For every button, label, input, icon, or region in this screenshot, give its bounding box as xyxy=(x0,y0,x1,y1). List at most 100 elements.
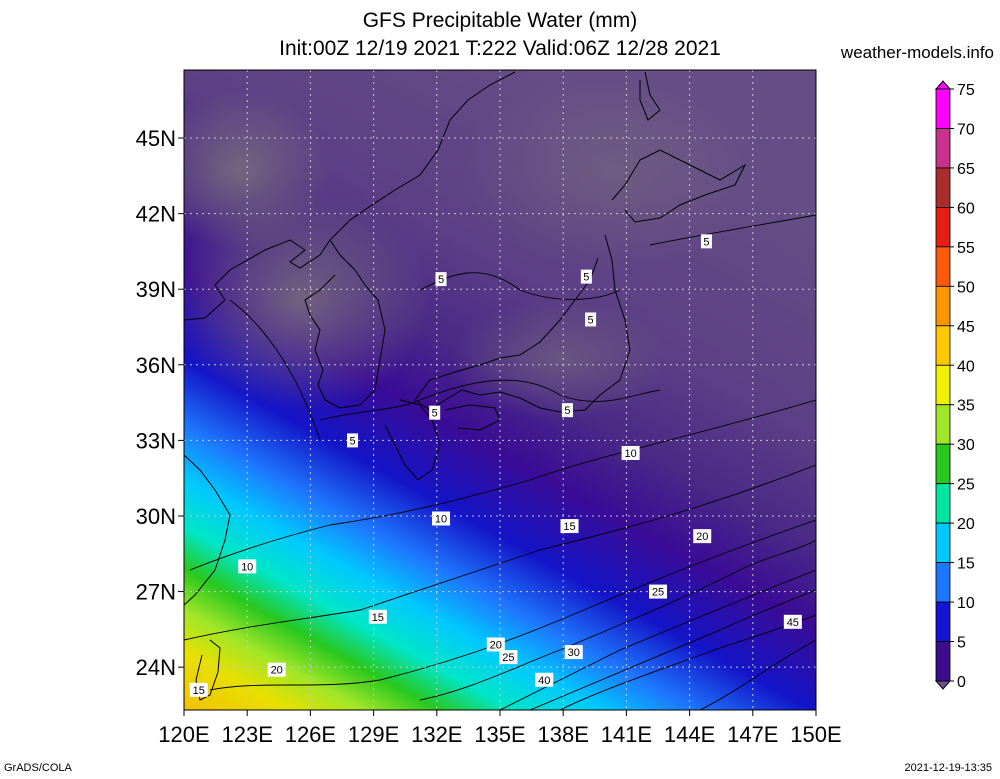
contour-25 xyxy=(419,539,816,701)
colorbar-swatch xyxy=(935,522,951,564)
colorbar-label: 0 xyxy=(957,674,966,691)
contour-label-box xyxy=(783,614,802,629)
contour-5 xyxy=(649,214,816,246)
colorbar-swatch xyxy=(935,325,951,366)
lat-label-group: 45N 42N 39N 36N 33N 30N 27N 24N xyxy=(136,126,184,680)
contour-label: 30 xyxy=(568,647,580,659)
contour-label: 5 xyxy=(583,272,589,284)
lon-label: 132E xyxy=(411,722,462,747)
contour-label: 20 xyxy=(490,639,502,651)
contour-label-box xyxy=(267,662,286,677)
gridlines xyxy=(184,70,816,710)
contour-15 xyxy=(184,464,816,641)
lat-label: 42N xyxy=(136,202,176,227)
contour-label-box xyxy=(580,269,592,284)
contour-label: 25 xyxy=(502,652,514,664)
contour-label: 5 xyxy=(588,314,594,326)
contour-label-box xyxy=(700,234,712,249)
colorbar-top-arrow xyxy=(934,80,952,90)
contour-label: 20 xyxy=(271,665,283,677)
contour-label-box xyxy=(368,609,387,624)
colorbar-label: 75 xyxy=(957,82,975,99)
site-credit: weather-models.info xyxy=(840,43,994,62)
colorbar-label: 50 xyxy=(957,279,975,296)
contour-label: 5 xyxy=(349,435,355,447)
contour-label-box xyxy=(499,650,518,665)
colorbar-label: 40 xyxy=(957,358,975,375)
lon-label: 150E xyxy=(790,722,841,747)
colorbar-label: 15 xyxy=(957,556,975,573)
contour-label-box xyxy=(435,272,447,287)
lat-label: 39N xyxy=(136,277,176,302)
colorbar-label: 25 xyxy=(957,477,975,494)
contour-label-box xyxy=(560,519,579,534)
dry-patch xyxy=(184,90,330,250)
contour-label: 40 xyxy=(538,675,550,687)
colorbar-label: 45 xyxy=(957,319,975,336)
dry-patch xyxy=(450,300,670,420)
lon-label-group: 120E 123E 126E 129E 132E 135E 138E 141E 144E 147E… xyxy=(158,710,842,747)
contour-label: 25 xyxy=(652,587,664,599)
colorbar-swatch xyxy=(935,562,951,603)
contour-label-box xyxy=(432,511,451,526)
contour-label-box xyxy=(486,637,505,652)
lat-label: 24N xyxy=(136,655,176,680)
colorbar-label: 65 xyxy=(957,161,975,178)
colorbar-swatch xyxy=(935,285,951,327)
coast-russia xyxy=(329,71,516,241)
colorbar-swatch xyxy=(935,128,951,169)
colorbar-swatch xyxy=(935,364,951,406)
colorbar-swatch xyxy=(935,443,951,485)
colorbar-swatch xyxy=(935,246,951,287)
colorbar-label: 5 xyxy=(957,635,966,652)
lat-label: 36N xyxy=(136,353,176,378)
colorbar-label: 35 xyxy=(957,398,975,415)
colorbar-label: 60 xyxy=(957,200,975,217)
lon-label: 129E xyxy=(348,722,399,747)
contour-label: 45 xyxy=(787,617,799,629)
colorbar-bottom-arrow xyxy=(934,680,952,690)
lon-label: 135E xyxy=(474,722,525,747)
colorbar-label: 70 xyxy=(957,121,975,138)
lon-label: 120E xyxy=(158,722,209,747)
contour-5 xyxy=(229,299,661,441)
colorbar-swatch xyxy=(935,404,951,445)
coast-hokkaido xyxy=(611,149,747,223)
contour-label-box xyxy=(347,433,359,448)
colorbar-swatch xyxy=(935,88,951,129)
contour-35 xyxy=(529,589,816,710)
contour-label: 20 xyxy=(696,531,708,543)
contour-label: 15 xyxy=(193,685,205,697)
contour-label-box xyxy=(693,529,712,544)
lat-label: 33N xyxy=(136,428,176,453)
contour-label: 10 xyxy=(624,448,636,460)
contour-10 xyxy=(189,399,816,571)
contour-label-box xyxy=(621,445,640,460)
contour-label: 15 xyxy=(563,521,575,533)
contour-label: 5 xyxy=(432,408,438,420)
coast-shikoku xyxy=(444,404,501,431)
lon-label: 138E xyxy=(538,722,589,747)
contour-label-box xyxy=(561,403,573,418)
contour-label-box xyxy=(535,672,554,687)
contour-label: 5 xyxy=(438,274,444,286)
lon-label: 126E xyxy=(285,722,336,747)
contour-45 xyxy=(699,639,816,710)
colorbar-label: 30 xyxy=(957,437,975,454)
colorbar-swatch xyxy=(935,483,951,524)
lon-label: 144E xyxy=(664,722,715,747)
contour-label: 10 xyxy=(435,514,447,526)
chart-title: GFS Precipitable Water (mm) xyxy=(362,9,638,32)
contour-label: 10 xyxy=(241,561,253,573)
coast-taiwan xyxy=(195,639,221,701)
dry-patch xyxy=(460,70,760,270)
contour-label-box xyxy=(649,584,667,599)
colorbar-swatch xyxy=(935,167,951,208)
lat-label: 45N xyxy=(136,126,176,151)
contour-label-box xyxy=(429,405,441,420)
coast-sakhalin xyxy=(639,71,661,121)
chart-subtitle: Init:00Z 12/19 2021 T:222 Valid:06Z 12/2… xyxy=(279,37,721,60)
